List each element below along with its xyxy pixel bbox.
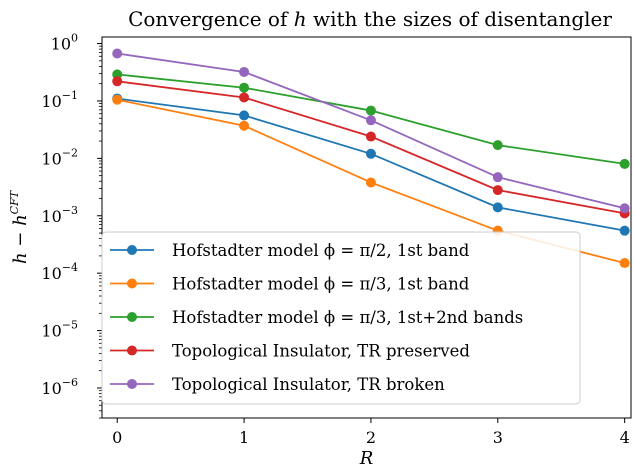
- x-tick-label-3: 3: [493, 428, 503, 447]
- series-0-point-1: [239, 110, 250, 121]
- plot-frame: [101, 36, 632, 419]
- x-tick-label-4: 4: [620, 428, 630, 447]
- series-0-point-3: [492, 202, 503, 213]
- x-axis-label: R: [359, 448, 374, 466]
- chart-title: Convergence of h with the sizes of disen…: [128, 7, 612, 31]
- y-tick-label-0: 100: [51, 32, 78, 54]
- series-4-point-4: [619, 203, 630, 214]
- series-2-point-1: [239, 82, 250, 93]
- series-4-point-0: [112, 48, 123, 59]
- series-1-point-1: [239, 120, 250, 131]
- y-tick-label-2: 10−2: [41, 146, 78, 168]
- legend-marker-2: [127, 312, 137, 322]
- series-2-point-2: [365, 105, 376, 116]
- series-2-point-3: [492, 140, 503, 151]
- legend-label-4: Topological Insulator, TR broken: [172, 375, 445, 394]
- legend-label-1: Hofstadter model ϕ = π/3, 1st band: [172, 275, 470, 294]
- legend: Hofstadter model ϕ = π/2, 1st band Hofsta…: [101, 231, 581, 405]
- legend-label-3: Topological Insulator, TR preserved: [172, 342, 470, 361]
- x-tick-label-1: 1: [239, 428, 249, 447]
- y-tick-label-1: 10−1: [41, 89, 78, 111]
- y-tick-label-3: 10−3: [41, 204, 78, 226]
- y-tick-label-4: 10−4: [41, 261, 78, 283]
- series-3-point-0: [112, 76, 123, 87]
- y-tick-label-6: 10−6: [41, 376, 78, 398]
- series-4-point-3: [492, 172, 503, 183]
- series-2-point-4: [619, 158, 630, 169]
- legend-marker-1: [127, 278, 137, 289]
- series-0-point-4: [619, 225, 630, 236]
- y-axis-label-sup: CFT: [8, 189, 21, 214]
- y-tick-label-5: 10−5: [41, 319, 78, 341]
- legend-marker-0: [127, 245, 137, 255]
- series-line-3: [117, 80, 625, 215]
- legend-marker-3: [127, 345, 137, 356]
- legend-label-2: Hofstadter model ϕ = π/3, 1st+2nd bands: [172, 308, 523, 327]
- series-1-point-2: [365, 177, 376, 188]
- chart-title-after: with the sizes of disentangler: [307, 7, 613, 31]
- chart-title-var: h: [294, 7, 307, 31]
- series-4-point-2: [365, 115, 376, 126]
- series-3-point-3: [492, 185, 503, 196]
- x-tick-label-0: 0: [112, 428, 122, 447]
- chart-title-before: Convergence of: [128, 7, 294, 31]
- series-3-point-2: [365, 131, 376, 142]
- series-1-point-0: [112, 94, 123, 105]
- legend-label-0: Hofstadter model ϕ = π/2, 1st band: [172, 241, 470, 260]
- series-2-point-0: [112, 69, 123, 80]
- x-tick-label-2: 2: [366, 428, 376, 447]
- series-1-point-4: [619, 258, 630, 269]
- series-4-point-1: [239, 66, 250, 77]
- legend-marker-4: [127, 379, 137, 389]
- y-axis-label: h − hCFT: [8, 189, 31, 264]
- y-axis-label-main: h − h: [10, 214, 31, 264]
- series-0-point-2: [365, 148, 376, 159]
- series-3-point-1: [239, 92, 250, 103]
- ticks-layer: 0 1 2 3 4 100 10−1 10−2 10−3 10−4 10−5 10−6: [41, 32, 629, 447]
- legend-box: [101, 231, 581, 405]
